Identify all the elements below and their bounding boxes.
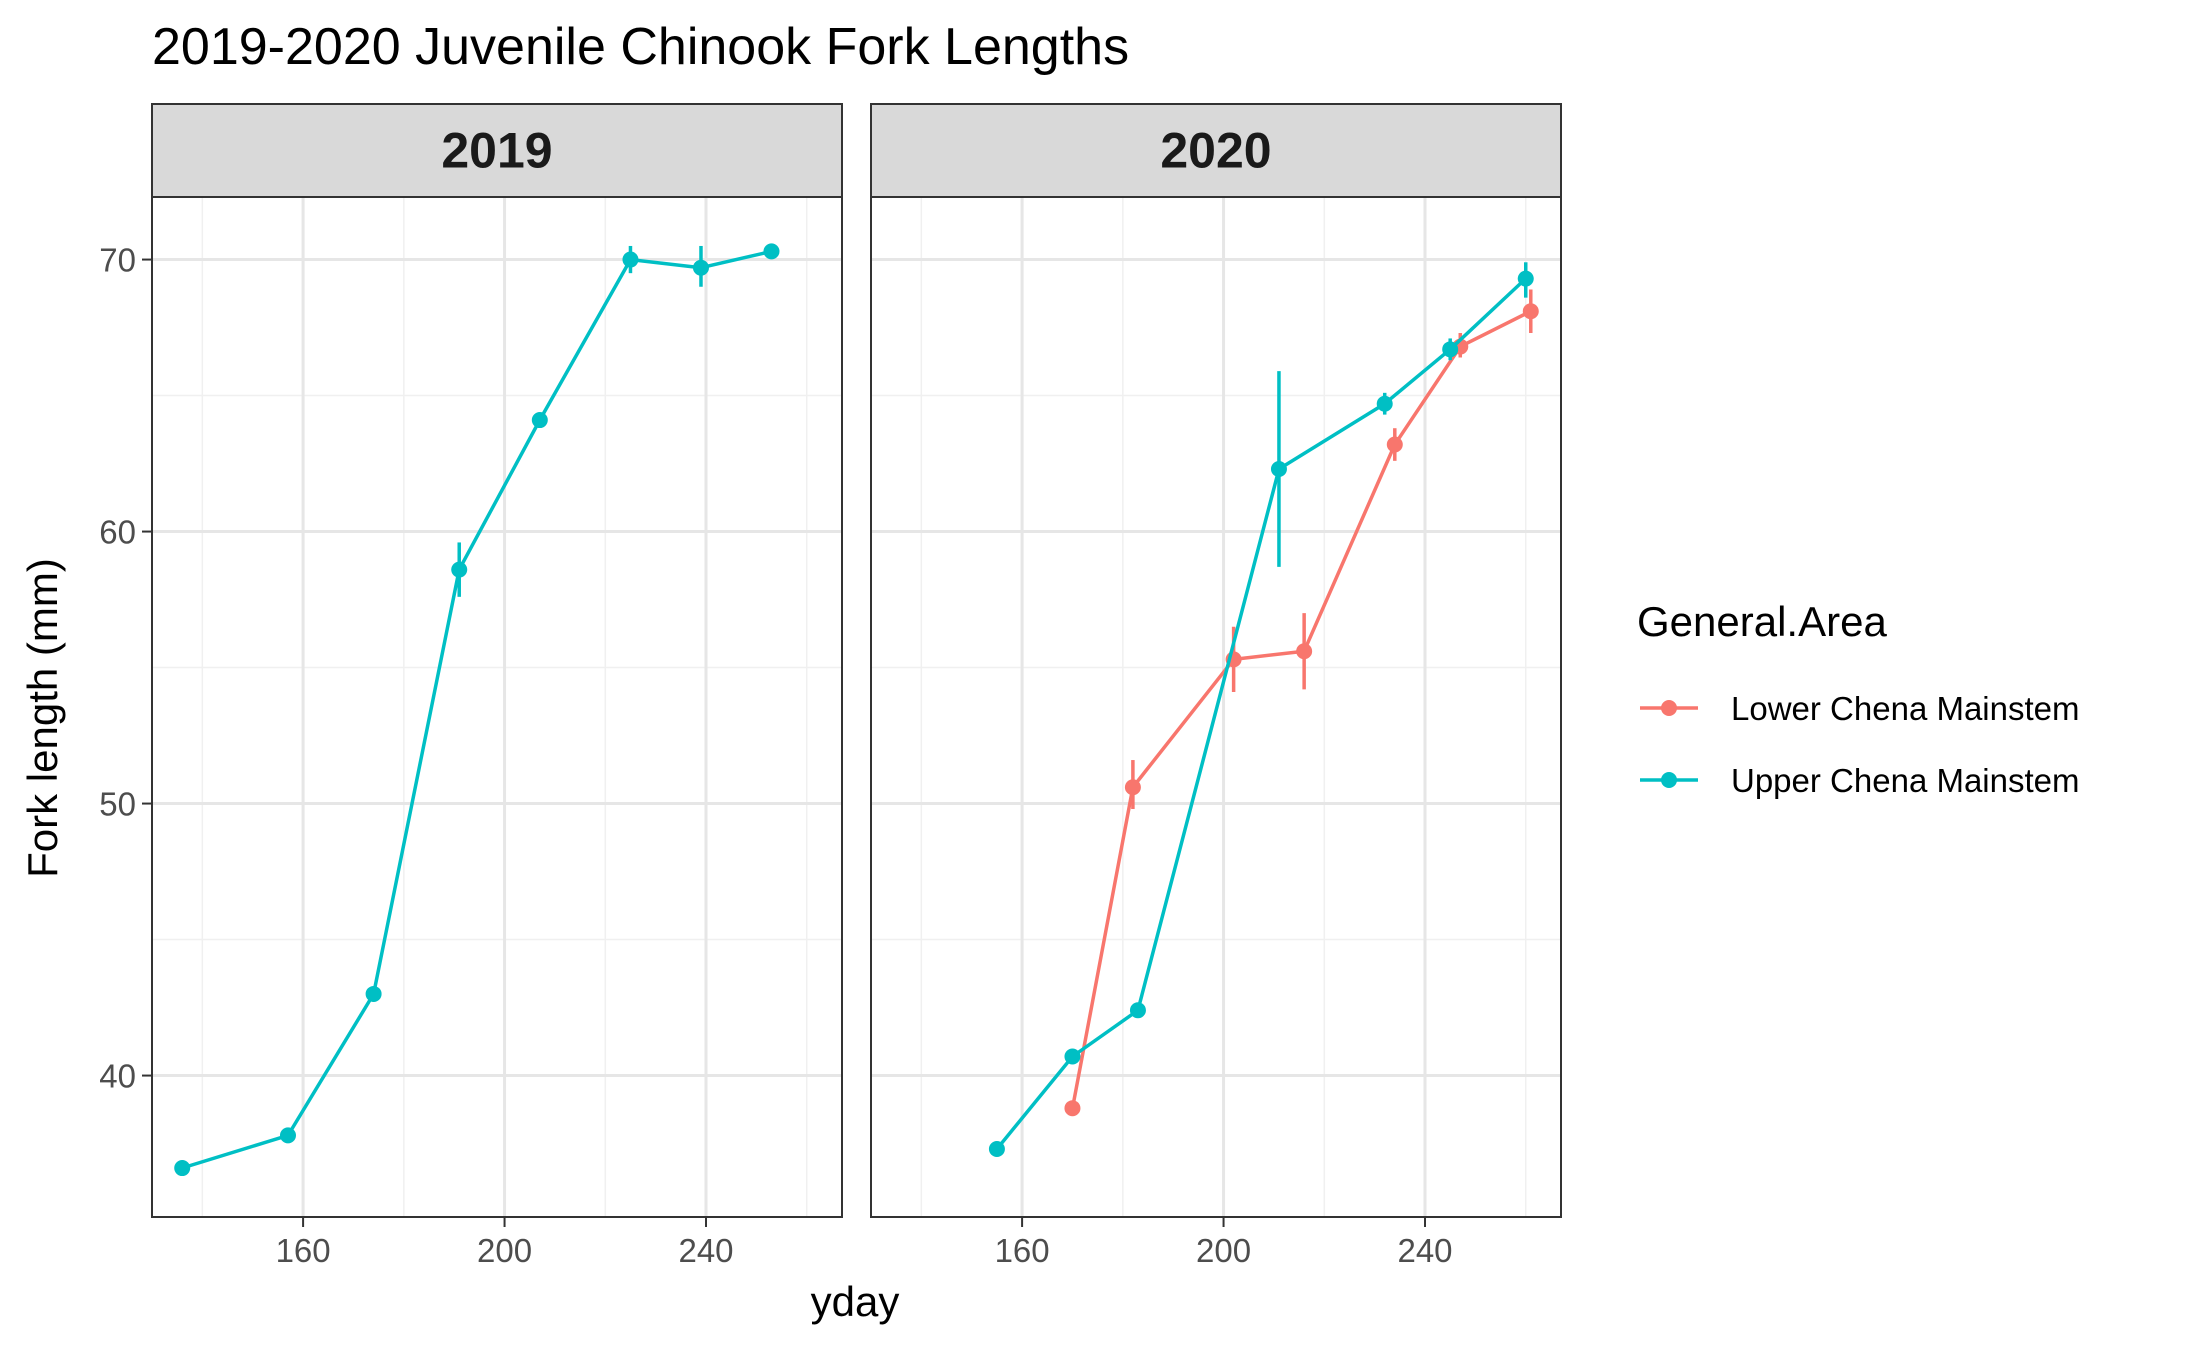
legend-key-point [1661, 700, 1677, 716]
data-point [279, 1127, 296, 1144]
series-line [181, 249, 772, 1170]
chart-title: 2019-2020 Juvenile Chinook Fork Lengths [152, 18, 1129, 76]
strip-label: 2020 [1160, 123, 1271, 179]
y-tick-label: 40 [99, 1058, 136, 1095]
x-tick-label: 160 [276, 1232, 331, 1269]
strip-label: 2019 [441, 123, 552, 179]
x-axis: 160 200 240 160 200 240 [276, 1217, 1453, 1269]
y-tick-label: 60 [99, 514, 136, 551]
data-point [1522, 303, 1539, 320]
panels: 2019 2020 [151, 103, 1562, 1218]
data-point [692, 259, 709, 276]
x-tick-label: 240 [678, 1232, 733, 1269]
data-point [1386, 436, 1403, 453]
plot-background [152, 197, 842, 1217]
legend-label: Upper Chena Mainstem [1731, 762, 2080, 799]
data-point [1129, 1002, 1146, 1019]
data-point [1296, 643, 1313, 660]
strip-background [151, 103, 843, 198]
x-tick-label: 200 [477, 1232, 532, 1269]
y-axis: 40 50 60 70 [99, 242, 152, 1095]
x-tick-label: 200 [1196, 1232, 1251, 1269]
data-point [622, 251, 639, 268]
panel-2019: 2019 [151, 103, 843, 1218]
strip-background [870, 103, 1562, 198]
legend: General.Area Lower Chena Mainstem Upper C… [1637, 598, 2080, 799]
legend-title: General.Area [1637, 598, 1887, 645]
x-tick-label: 160 [995, 1232, 1050, 1269]
y-axis-title: Fork length (mm) [19, 558, 66, 878]
data-point [1442, 341, 1459, 358]
data-point [1270, 461, 1287, 477]
panel-border [151, 196, 843, 1218]
panel-2020: 2020 [870, 103, 1562, 1218]
data-point [1376, 395, 1393, 412]
data-point [531, 412, 548, 429]
x-axis-title: yday [811, 1278, 900, 1325]
series-upper-chena-mainstem [988, 262, 1534, 1157]
y-tick-label: 70 [99, 242, 136, 279]
data-point [174, 1160, 191, 1177]
legend-entry-lower-chena-mainstem: Lower Chena Mainstem [1640, 690, 2080, 727]
data-point [1124, 779, 1141, 796]
legend-label: Lower Chena Mainstem [1731, 690, 2080, 727]
panel-border [870, 196, 1562, 1218]
data-point [1064, 1048, 1081, 1065]
data-point [1517, 270, 1534, 287]
data-point [988, 1141, 1005, 1157]
data-point [365, 985, 382, 1002]
data-point [1064, 1100, 1081, 1117]
legend-key-point [1661, 772, 1677, 788]
y-tick-label: 50 [99, 786, 136, 823]
legend-entry-upper-chena-mainstem: Upper Chena Mainstem [1640, 762, 2080, 799]
x-tick-label: 240 [1397, 1232, 1452, 1269]
data-point [451, 561, 468, 578]
data-point [763, 243, 780, 260]
series-upper-chena-mainstem [174, 243, 780, 1177]
